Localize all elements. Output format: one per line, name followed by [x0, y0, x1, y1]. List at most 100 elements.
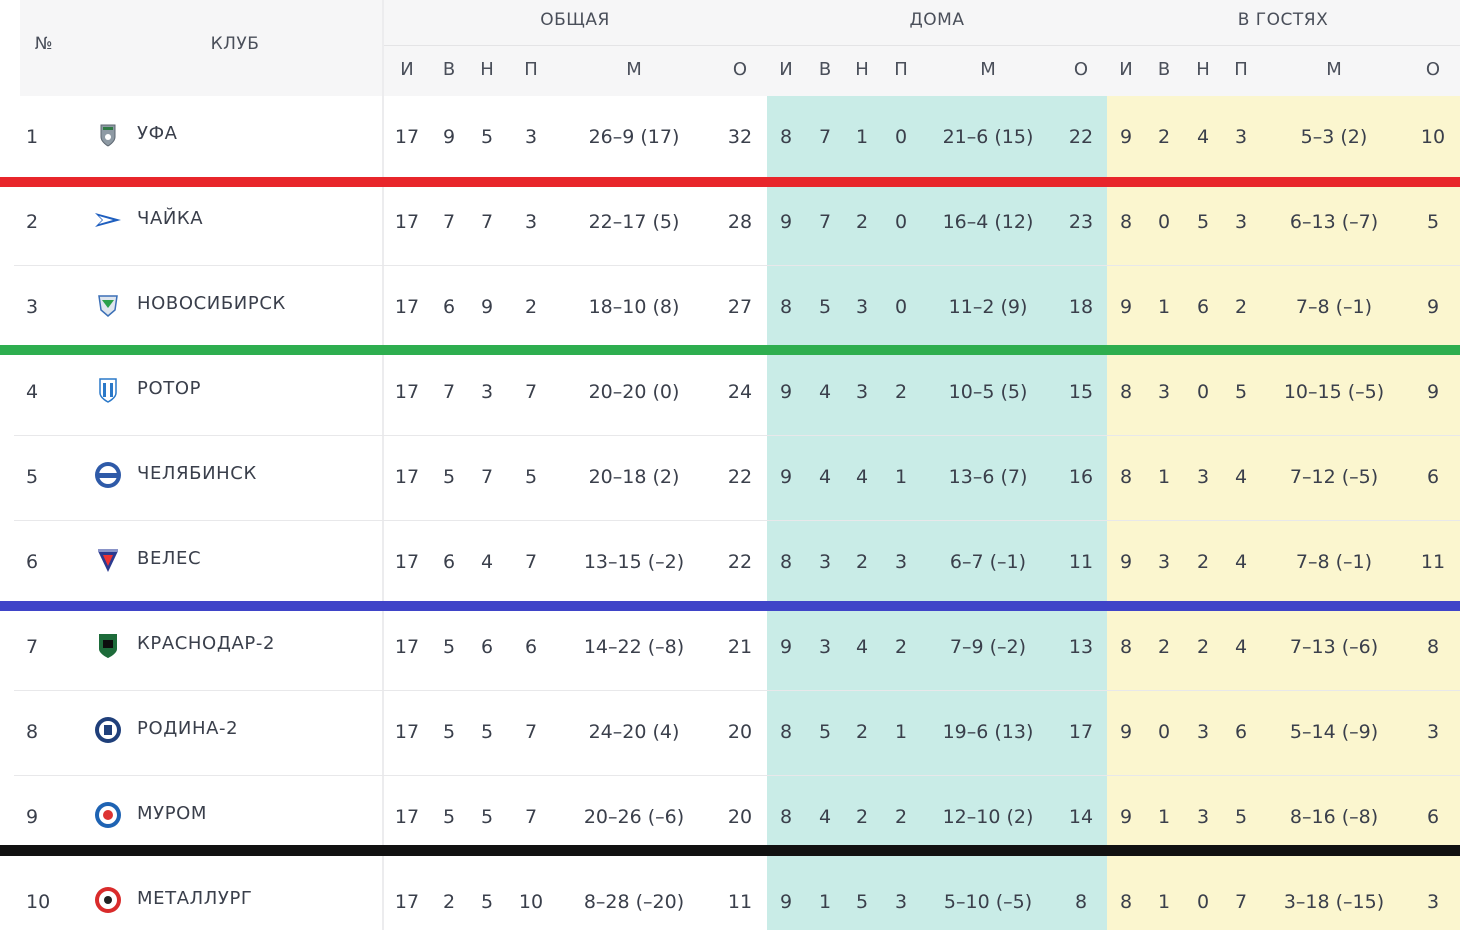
- rank-number: 8: [26, 721, 39, 743]
- away-losses-header[interactable]: П: [1234, 59, 1248, 80]
- away-points-cell: 6: [1426, 466, 1440, 488]
- home-losses-cell: 2: [894, 806, 908, 828]
- home-games-cell: 8: [779, 296, 793, 318]
- mid-zone-divider: [0, 601, 1460, 611]
- overall-wins-cell: 5: [442, 636, 456, 658]
- away-points-cell: 5: [1426, 211, 1440, 233]
- away-wins-cell: 2: [1157, 126, 1171, 148]
- metallurg-logo-icon: [93, 885, 123, 915]
- away-draws-cell: 6: [1196, 296, 1210, 318]
- home-draws-cell: 4: [855, 636, 869, 658]
- away-wins-cell: 0: [1157, 721, 1171, 743]
- row-separator: [14, 520, 1460, 521]
- home-goals-cell: 11–2 (9): [948, 296, 1028, 318]
- overall-games-cell: 17: [394, 126, 420, 148]
- away-games-cell: 9: [1119, 296, 1133, 318]
- overall-draws-header[interactable]: Н: [480, 59, 494, 80]
- overall-losses-cell: 10: [518, 891, 544, 913]
- club-name[interactable]: УФА: [137, 123, 178, 144]
- away-losses-cell: 5: [1234, 806, 1248, 828]
- overall-points-header[interactable]: О: [732, 59, 748, 80]
- home-losses-cell: 0: [894, 126, 908, 148]
- overall-wins-cell: 6: [442, 551, 456, 573]
- home-games-cell: 8: [779, 806, 793, 828]
- home-draws-cell: 3: [855, 296, 869, 318]
- club-name[interactable]: МУРОМ: [137, 803, 208, 824]
- home-games-header[interactable]: И: [779, 59, 793, 80]
- away-goals-header[interactable]: М: [1326, 59, 1342, 80]
- home-wins-cell: 3: [818, 551, 832, 573]
- club-name[interactable]: КРАСНОДАР-2: [137, 633, 275, 654]
- overall-games-cell: 17: [394, 296, 420, 318]
- home-draws-cell: 2: [855, 806, 869, 828]
- away-points-header[interactable]: О: [1425, 59, 1441, 80]
- home-draws-header[interactable]: Н: [855, 59, 869, 80]
- away-wins-cell: 2: [1157, 636, 1171, 658]
- away-wins-header[interactable]: В: [1157, 59, 1171, 80]
- home-goals-cell: 21–6 (15): [942, 126, 1034, 148]
- overall-losses-cell: 2: [524, 296, 538, 318]
- club-name[interactable]: РОДИНА-2: [137, 718, 239, 739]
- away-wins-cell: 0: [1157, 211, 1171, 233]
- header-stats-background: [384, 0, 1460, 96]
- away-points-cell: 6: [1426, 806, 1440, 828]
- home-wins-cell: 7: [818, 126, 832, 148]
- away-goals-cell: 5–3 (2): [1300, 126, 1368, 148]
- away-draws-cell: 3: [1196, 806, 1210, 828]
- away-draws-cell: 4: [1196, 126, 1210, 148]
- overall-points-cell: 32: [727, 126, 753, 148]
- club-name[interactable]: ЧАЙКА: [137, 208, 204, 229]
- home-points-cell: 16: [1068, 466, 1094, 488]
- club-name[interactable]: НОВОСИБИРСК: [137, 293, 286, 314]
- overall-losses-cell: 7: [524, 806, 538, 828]
- home-wins-cell: 7: [818, 211, 832, 233]
- overall-games-cell: 17: [394, 211, 420, 233]
- overall-losses-cell: 3: [524, 126, 538, 148]
- overall-points-cell: 20: [727, 806, 753, 828]
- club-name[interactable]: МЕТАЛЛУРГ: [137, 888, 253, 909]
- overall-goals-cell: 24–20 (4): [588, 721, 680, 743]
- row-separator: [14, 775, 1460, 776]
- overall-points-cell: 22: [727, 551, 753, 573]
- chelyabinsk-logo-icon: [93, 460, 123, 490]
- overall-goals-cell: 20–18 (2): [588, 466, 680, 488]
- overall-games-cell: 17: [394, 806, 420, 828]
- home-games-cell: 8: [779, 126, 793, 148]
- away-games-header[interactable]: И: [1119, 59, 1133, 80]
- overall-losses-header[interactable]: П: [524, 59, 538, 80]
- club-name[interactable]: ВЕЛЕС: [137, 548, 202, 569]
- club-name[interactable]: РОТОР: [137, 378, 202, 399]
- overall-wins-header[interactable]: В: [442, 59, 456, 80]
- overall-points-cell: 27: [727, 296, 753, 318]
- away-goals-cell: 6–13 (–7): [1289, 211, 1379, 233]
- away-goals-cell: 7–8 (–1): [1295, 296, 1373, 318]
- away-points-cell: 3: [1426, 891, 1440, 913]
- row-separator: [14, 690, 1460, 691]
- rodina-logo-icon: [93, 715, 123, 745]
- home-points-header[interactable]: О: [1073, 59, 1089, 80]
- veles-logo-icon: [93, 545, 123, 575]
- overall-losses-cell: 7: [524, 381, 538, 403]
- rank-number: 1: [26, 126, 39, 148]
- home-losses-header[interactable]: П: [894, 59, 908, 80]
- ufa-logo-icon: [93, 120, 123, 150]
- home-wins-header[interactable]: В: [818, 59, 832, 80]
- overall-wins-cell: 2: [442, 891, 456, 913]
- overall-games-header[interactable]: И: [400, 59, 414, 80]
- overall-points-cell: 28: [727, 211, 753, 233]
- overall-points-cell: 24: [727, 381, 753, 403]
- home-column-background: [767, 96, 1107, 930]
- home-games-cell: 9: [779, 636, 793, 658]
- away-draws-header[interactable]: Н: [1196, 59, 1210, 80]
- overall-goals-header[interactable]: М: [626, 59, 642, 80]
- home-points-cell: 13: [1068, 636, 1094, 658]
- club-name[interactable]: ЧЕЛЯБИНСК: [137, 463, 257, 484]
- relegation-zone-divider: [0, 845, 1460, 856]
- overall-games-cell: 17: [394, 891, 420, 913]
- home-goals-header[interactable]: М: [980, 59, 996, 80]
- away-wins-cell: 1: [1157, 296, 1171, 318]
- chayka-logo-icon: [93, 205, 123, 235]
- overall-goals-cell: 22–17 (5): [588, 211, 680, 233]
- away-losses-cell: 4: [1234, 636, 1248, 658]
- overall-goals-cell: 26–9 (17): [588, 126, 680, 148]
